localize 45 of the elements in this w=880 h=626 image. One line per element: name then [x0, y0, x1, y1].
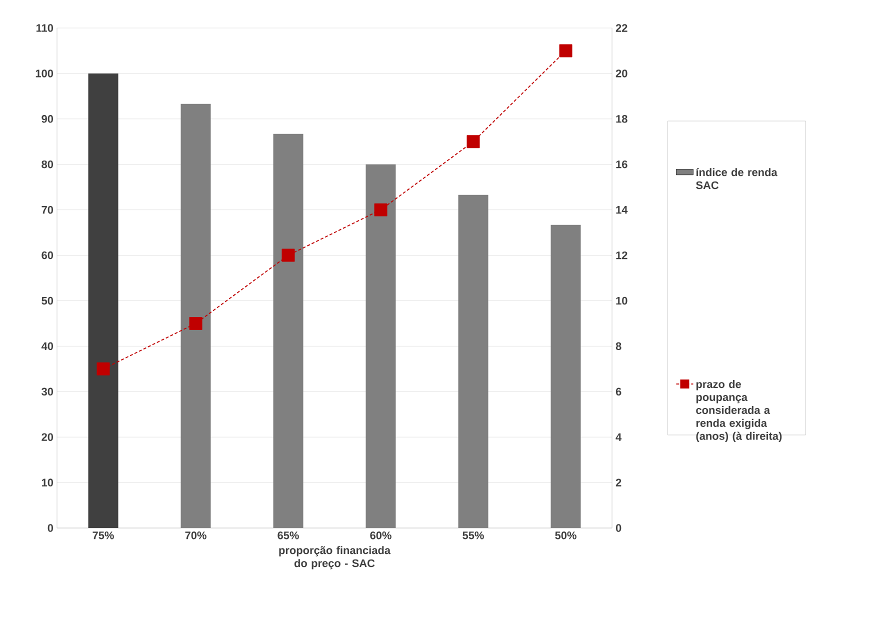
y2-tick-label: 22: [616, 24, 628, 32]
y2-tick-label: 16: [616, 160, 628, 168]
y2-tick-label: 12: [616, 251, 628, 260]
y-tick-label: 0: [48, 524, 54, 532]
y-tick-label: 110: [36, 24, 54, 32]
y2-tick-label: 0: [616, 524, 622, 532]
y2-tick-label: 18: [616, 115, 628, 123]
y-tick-label: 80: [42, 160, 54, 168]
y-tick-label: 30: [42, 388, 54, 396]
x-tick-label: 50%: [555, 532, 576, 540]
bar: [550, 224, 581, 528]
y-tick-label: 60: [42, 251, 54, 260]
x-axis-title: proporção financiada do preço - SAC: [279, 546, 391, 570]
y2-tick-label: 14: [616, 206, 628, 214]
y2-tick-label: 4: [616, 433, 622, 441]
y2-tick-label: 8: [616, 342, 622, 350]
y2-tick-label: 6: [616, 388, 622, 396]
y-tick-label: 40: [41, 342, 54, 350]
y-tick-label: 50: [42, 296, 54, 305]
point: [559, 44, 572, 58]
y2-tick-label: 10: [616, 296, 628, 305]
legend-label: prazo de poupança considerada a renda exigida (anos) (à direita): [696, 380, 782, 442]
y-tick-label: 10: [42, 478, 54, 486]
point: [282, 248, 295, 262]
x-tick-label: 75%: [92, 532, 114, 540]
x-tick-label: 65%: [278, 532, 299, 540]
point: [189, 316, 202, 330]
point: [96, 362, 110, 376]
y2-tick-label: 20: [616, 70, 628, 78]
y2-tick-label: 2: [616, 478, 622, 486]
point: [466, 135, 480, 148]
bar: [88, 73, 118, 528]
y-tick-label: 100: [36, 70, 54, 78]
y-tick-label: 90: [42, 115, 54, 123]
bar: [458, 194, 488, 528]
legend-label: índice de renda SAC: [696, 168, 778, 190]
x-tick-label: 60%: [370, 532, 392, 540]
x-tick-label: 55%: [462, 532, 484, 540]
x-tick-label: 70%: [185, 532, 206, 540]
bar: [366, 164, 396, 528]
point: [374, 203, 388, 216]
bar: [180, 104, 211, 528]
bar: [273, 134, 304, 528]
y-tick-label: 70: [42, 206, 54, 214]
y-tick-label: 20: [42, 433, 54, 441]
